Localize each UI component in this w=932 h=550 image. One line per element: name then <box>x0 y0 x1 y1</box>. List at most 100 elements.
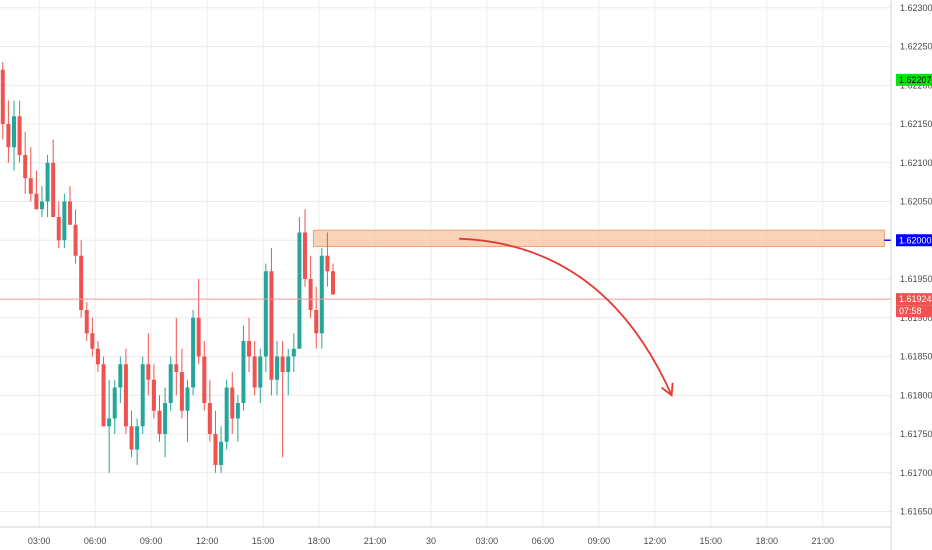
candle-body <box>247 341 252 357</box>
candle-body <box>151 379 156 411</box>
green-price-tag-bg <box>896 73 932 86</box>
candle-body <box>185 387 190 411</box>
projection-arrow <box>458 237 673 396</box>
candle-body <box>291 348 296 357</box>
candle-body <box>269 271 274 380</box>
candle-body <box>303 232 308 279</box>
candle-body <box>163 403 168 434</box>
price-tick-label: 1.61850 <box>900 352 932 362</box>
resistance-zone <box>312 229 885 247</box>
candle-body <box>258 356 263 388</box>
candle-body <box>118 364 123 388</box>
candle-body <box>157 410 162 434</box>
candle-body <box>146 364 151 380</box>
time-tick-label: 06:00 <box>532 536 555 546</box>
candle-body <box>224 387 229 442</box>
time-tick-label: 21:00 <box>364 536 387 546</box>
price-tick-label: 1.61900 <box>900 313 932 323</box>
grid-lines <box>0 0 891 527</box>
candle-body <box>140 364 145 427</box>
candle-body <box>101 364 106 427</box>
time-tick-label: 06:00 <box>84 536 107 546</box>
candle-body <box>45 162 50 202</box>
price-tick-label: 1.62150 <box>900 119 932 129</box>
price-tick-label: 1.61700 <box>900 468 932 478</box>
resistance-price-tag-text: 1.62000 <box>899 235 932 245</box>
price-tags: 1.62207 1.62000 1.61924 07:58 <box>896 73 932 318</box>
candle-body <box>51 162 56 217</box>
candle-body <box>280 356 285 372</box>
time-tick-label: 18:00 <box>308 536 331 546</box>
candle-body <box>331 271 336 295</box>
candle-body <box>297 232 302 349</box>
candle-body <box>325 255 330 272</box>
candle-body <box>23 155 28 179</box>
candle-body <box>39 201 44 210</box>
candle-body <box>84 310 89 334</box>
candle-body <box>135 426 140 450</box>
candle-body <box>129 426 134 450</box>
candles <box>0 62 336 473</box>
candle-body <box>263 271 268 357</box>
candle-body <box>179 372 184 411</box>
resistance-price-tag-bg <box>896 234 932 247</box>
current-price-tag-timer-bg <box>896 305 932 318</box>
time-tick-label: 15:00 <box>700 536 723 546</box>
candle-body <box>6 124 11 148</box>
candle-body <box>275 356 280 380</box>
current-price-tag-timer-text: 07:58 <box>899 306 922 316</box>
candle-body <box>112 387 117 419</box>
candle-body <box>286 356 291 372</box>
candle-body <box>252 356 257 388</box>
candle-body <box>207 403 212 434</box>
candle-body <box>17 116 22 155</box>
candle-body <box>0 69 5 124</box>
candle-body <box>241 341 246 403</box>
candle-body <box>11 116 16 148</box>
candle-body <box>73 224 78 256</box>
candle-body <box>235 403 240 419</box>
price-tick-label: 1.61800 <box>900 390 932 400</box>
current-price-tag-text: 1.61924 <box>899 294 932 304</box>
green-price-tag-text: 1.62207 <box>899 75 932 85</box>
drawing-overlay <box>0 237 891 397</box>
time-tick-label: 09:00 <box>140 536 163 546</box>
candle-body <box>174 364 179 372</box>
candle-body <box>90 333 95 349</box>
time-tick-label: 12:00 <box>196 536 219 546</box>
price-tick-label: 1.62100 <box>900 158 932 168</box>
time-tick-label: 15:00 <box>252 536 275 546</box>
price-tick-label: 1.62050 <box>900 197 932 207</box>
price-tick-label: 1.62250 <box>900 42 932 52</box>
time-tick-label: 30 <box>426 536 436 546</box>
price-tick-label: 1.62300 <box>900 3 932 13</box>
candle-body <box>319 255 324 334</box>
candle-body <box>34 193 39 210</box>
candle-body <box>314 310 319 334</box>
candle-body <box>28 178 33 194</box>
candle-body <box>79 255 84 310</box>
time-tick-label: 18:00 <box>755 536 778 546</box>
candle-body <box>230 387 235 419</box>
time-tick-label: 12:00 <box>644 536 667 546</box>
candle-body <box>123 364 128 427</box>
time-tick-label: 21:00 <box>811 536 834 546</box>
candle-body <box>168 364 173 403</box>
price-tick-label: 1.61750 <box>900 429 932 439</box>
projection-arrowhead <box>661 382 674 397</box>
candle-body <box>67 201 72 225</box>
candle-body <box>95 348 100 365</box>
candle-body <box>219 441 224 465</box>
candle-body <box>107 418 112 427</box>
candle-body <box>308 279 313 310</box>
candle-body <box>196 317 201 357</box>
time-tick-label: 03:00 <box>476 536 499 546</box>
candle-body <box>202 356 207 403</box>
current-price-tag-bg <box>896 293 932 306</box>
price-tick-label: 1.61650 <box>900 507 932 517</box>
price-tick-label: 1.61950 <box>900 274 932 284</box>
resistance-zone-layer <box>312 229 885 247</box>
candle-body <box>62 201 67 241</box>
